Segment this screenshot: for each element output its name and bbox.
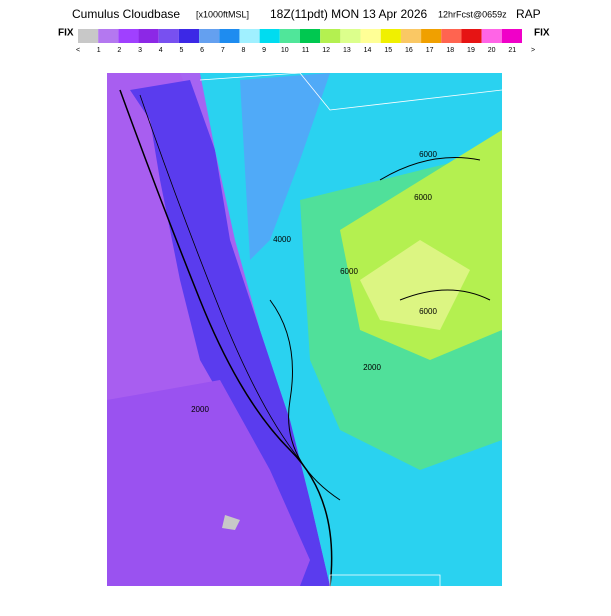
colorbar-label: 9 [262, 47, 266, 54]
north-region [240, 73, 330, 260]
title-units: [x1000ftMSL] [196, 9, 249, 19]
colorbar-label: 17 [426, 47, 434, 54]
colorbar-swatch [300, 29, 321, 43]
colorbar-label: 12 [322, 47, 330, 54]
contour-label: 2000 [363, 363, 381, 372]
colorbar-swatch [158, 29, 179, 43]
colorbar-swatch [320, 29, 341, 43]
south-ocean [107, 380, 310, 586]
colorbar-label: 20 [488, 47, 496, 54]
colorbar-swatch [199, 29, 220, 43]
colorbar-label: 1 [97, 47, 101, 54]
colorbar-label: 13 [343, 47, 351, 54]
colorbar-swatch [340, 29, 361, 43]
contour [139, 94, 301, 461]
colorbar-label: 5 [179, 47, 183, 54]
colorbar-swatch [78, 29, 99, 43]
border [329, 574, 441, 586]
colorbar-swatch [219, 29, 240, 43]
border [199, 72, 503, 111]
colorbar: <1 2 3 4 5 6 7 8 9 10 11 12 13 14 15 16 17 18 19 20 21 > [76, 29, 535, 54]
title-main: Cumulus Cloudbase [72, 7, 180, 21]
contour-label: 2000 [191, 405, 209, 414]
contour-label: 6000 [414, 193, 432, 202]
colorbar-label: 19 [467, 47, 475, 54]
contour-label: 4000 [273, 235, 291, 244]
colorbar-swatch [239, 29, 260, 43]
colorbar-label: 21 [508, 47, 516, 54]
colorbar-label: < [76, 47, 80, 54]
colorbar-swatch [380, 29, 401, 43]
colorbar-swatch [259, 29, 280, 43]
colorbar-label: 7 [221, 47, 225, 54]
contour [399, 289, 491, 301]
contour [379, 157, 481, 181]
colorbar-swatch [360, 29, 381, 43]
colorbar-label: 4 [159, 47, 163, 54]
contour [119, 89, 333, 587]
colorbar-label: 18 [446, 47, 454, 54]
colorbar-swatch [441, 29, 462, 43]
contour-label: 6000 [340, 267, 358, 276]
colorbar-label: 11 [302, 47, 309, 54]
title-model: RAP [516, 7, 541, 21]
colorbar-label: 15 [384, 47, 392, 54]
contour-label: 6000 [419, 150, 437, 159]
colorbar-swatch [501, 29, 522, 43]
fix-left: FIX [58, 28, 74, 39]
colorbar-swatch [98, 29, 119, 43]
colorbar-label: > [531, 47, 535, 54]
map [107, 72, 503, 587]
contour-labels: 6000 6000 6000 6000 2000 2000 4000 [191, 150, 437, 414]
colorbar-label: 2 [117, 47, 121, 54]
colorbar-swatch [279, 29, 300, 43]
colorbar-label: 10 [281, 47, 289, 54]
contour [269, 299, 341, 501]
colorbar-label: 6 [200, 47, 204, 54]
colorbar-swatch [400, 29, 422, 43]
title-forecast: 12hrFcst@0659z [438, 9, 507, 19]
colorbar-swatch [481, 29, 502, 43]
colorbar-swatch [138, 29, 159, 43]
colorbar-swatch [118, 29, 139, 43]
gray-patch [222, 515, 240, 530]
contour-label: 6000 [419, 307, 437, 316]
colorbar-label: 3 [138, 47, 142, 54]
colorbar-label: 8 [242, 47, 246, 54]
colorbar-swatch [421, 29, 442, 43]
colorbar-label: 14 [364, 47, 372, 54]
colorbar-swatch [461, 29, 482, 43]
colorbar-label: 16 [405, 47, 413, 54]
title-time: 18Z(11pdt) MON 13 Apr 2026 [270, 7, 428, 21]
fix-right: FIX [534, 28, 550, 39]
light-region [360, 240, 470, 330]
colorbar-swatch [178, 29, 200, 43]
